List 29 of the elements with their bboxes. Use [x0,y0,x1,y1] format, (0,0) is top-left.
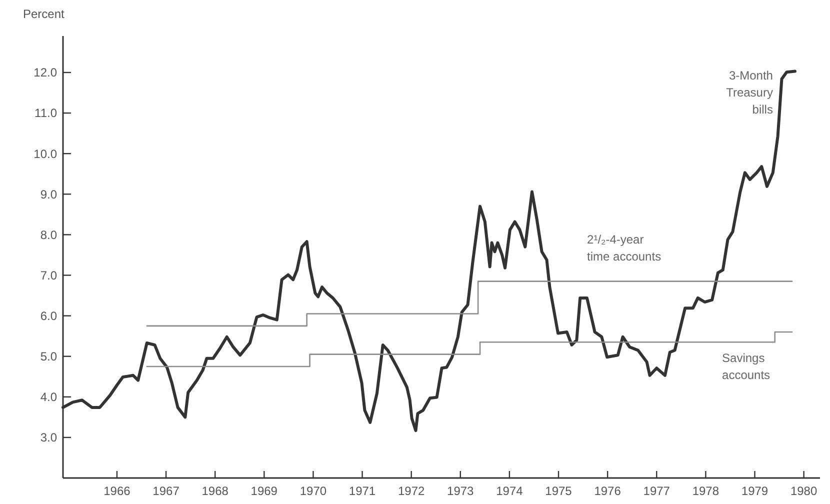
y-axis-title: Percent [23,7,66,21]
series-label: Savings accounts [722,351,770,382]
x-tick-label: 1971 [348,484,376,498]
x-tick-label: 1980 [790,484,818,498]
y-tick-label: 9.0 [40,187,58,202]
y-tick-label: 8.0 [40,228,58,242]
y-tick-label: 6.0 [40,309,58,323]
x-tick-label: 1975 [545,484,572,498]
y-tick-label: 5.0 [40,350,58,364]
x-tick-label: 1967 [152,484,180,498]
y-tick-label: 4.0 [40,390,58,404]
y-tick-label: 10.0 [34,146,58,161]
y-tick-label: 11.0 [34,106,58,120]
y-tick-label: 12.0 [34,66,58,80]
series-label: 3-Month Treasury bills [726,68,773,116]
x-tick-label: 1966 [104,484,131,498]
x-tick-label: 1977 [643,484,670,498]
x-tick-label: 1973 [447,484,474,498]
x-tick-label: 1979 [741,484,768,498]
x-tick-label: 1970 [300,484,327,498]
x-tick-label: 1978 [692,484,720,498]
y-tick-label: 3.0 [40,430,58,445]
x-tick-label: 1976 [594,484,622,498]
x-tick-label: 1974 [496,484,524,498]
y-tick-label: 7.0 [40,268,58,282]
x-tick-label: 1972 [398,484,425,498]
x-tick-label: 1969 [250,484,278,498]
x-tick-label: 1968 [202,484,229,498]
series-label: 2¹/₂-4-year time accounts [587,232,662,264]
